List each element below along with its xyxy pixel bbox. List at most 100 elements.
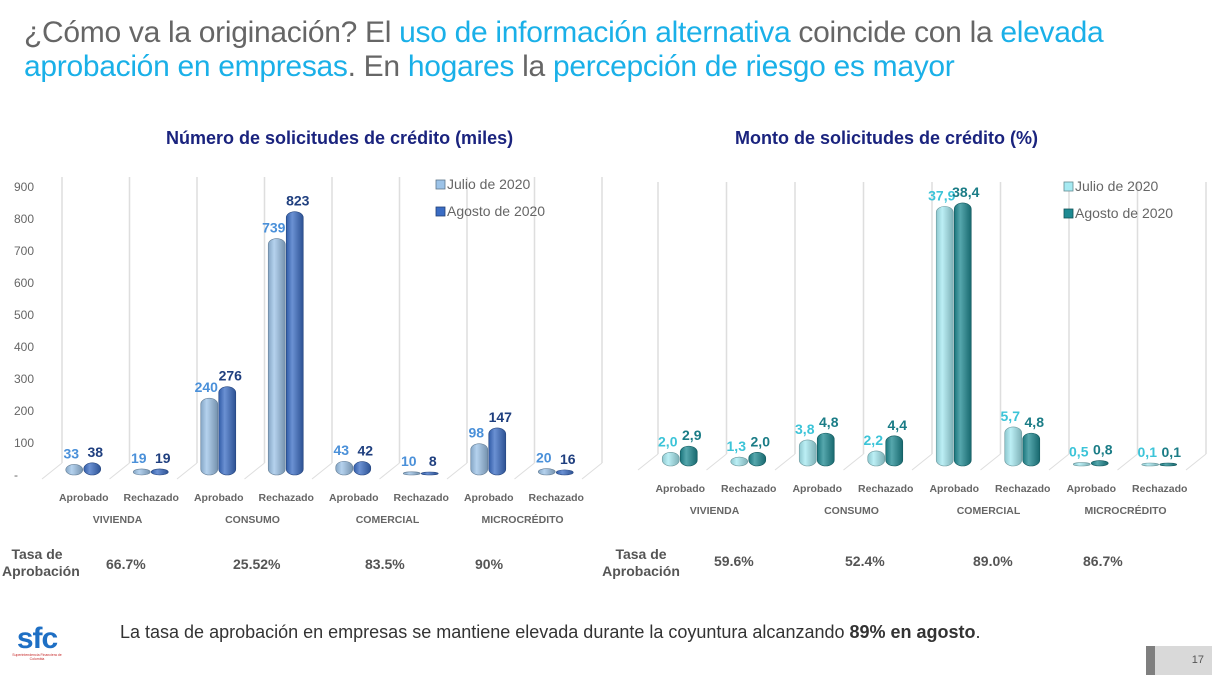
x-category-label: Aprobado (655, 483, 705, 495)
bar-julio (402, 471, 421, 476)
bar-julio (470, 443, 489, 476)
y-tick-label: 400 (14, 340, 34, 354)
y-tick-label: 200 (14, 404, 34, 418)
x-category-label: Aprobado (929, 483, 979, 495)
data-label: 38,4 (952, 184, 979, 200)
data-label: 37,9 (928, 187, 955, 203)
floor-line (980, 453, 1001, 471)
title-seg-0: ¿Cómo va la originación? El (24, 16, 400, 49)
legend-swatch (435, 179, 446, 190)
data-label: 0,8 (1093, 442, 1113, 458)
x-category-label: Aprobado (194, 492, 244, 504)
data-label: 147 (489, 409, 513, 425)
y-tick-label: - (14, 468, 18, 482)
bar-julio (335, 460, 354, 476)
x-category-label: Aprobado (329, 492, 379, 504)
data-label: 19 (155, 450, 171, 466)
floor-line (843, 453, 864, 471)
logo-text: sfc (16, 622, 58, 655)
legend-swatch (1063, 208, 1074, 219)
bar-julio (132, 468, 151, 476)
data-label: 4,4 (888, 417, 908, 433)
bar-julio (537, 468, 556, 476)
slide-title: ¿Cómo va la originación? El uso de infor… (24, 16, 1204, 84)
approval-rate-consumo: 25.52% (233, 556, 281, 572)
y-tick-label: 300 (14, 372, 34, 386)
y-tick-label: 600 (14, 276, 34, 290)
bar-agosto (1090, 460, 1109, 467)
bar-julio (935, 206, 954, 467)
data-label: 276 (219, 368, 243, 384)
x-group-label: CONSUMO (824, 505, 879, 517)
bar-agosto (1022, 432, 1041, 467)
data-label: 823 (286, 193, 310, 209)
data-label: 240 (195, 379, 219, 395)
bar-agosto (488, 427, 507, 476)
bar-julio (200, 397, 219, 476)
data-label: 42 (357, 443, 373, 459)
footer-text-bold: 89% en agosto (849, 622, 976, 642)
data-label: 739 (262, 220, 286, 236)
x-group-label: COMERCIAL (957, 505, 1021, 517)
x-group-label: VIVIENDA (93, 514, 143, 526)
x-category-label: Rechazado (259, 492, 314, 504)
bar-julio (730, 456, 749, 467)
title-seg-4: . En (347, 50, 408, 83)
x-group-label: MICROCRÉDITO (1084, 504, 1166, 517)
floor-line (311, 462, 333, 480)
footer-text-before: La tasa de aprobación en empresas se man… (120, 622, 850, 642)
approval-rate-vivienda: 66.7% (106, 556, 146, 572)
floor-line (244, 462, 265, 480)
bar-agosto (150, 468, 169, 476)
y-tick-label: 500 (14, 308, 34, 322)
approval-rate-monto-comercial: 89.0% (973, 553, 1013, 569)
data-label: 2,2 (864, 432, 884, 448)
bar-julio (267, 238, 286, 476)
floor-line (1117, 453, 1138, 471)
x-category-label: Aprobado (59, 492, 109, 504)
x-category-label: Aprobado (1066, 483, 1116, 495)
y-tick-label: 800 (14, 212, 34, 226)
x-category-label: Rechazado (995, 483, 1050, 495)
legend-label: Agosto de 2020 (1075, 205, 1173, 221)
data-label: 20 (536, 450, 552, 466)
bar-agosto (748, 451, 767, 467)
floor-line (1048, 453, 1070, 471)
x-category-label: Aprobado (464, 492, 514, 504)
bar-agosto (1159, 462, 1178, 467)
bar-agosto (885, 435, 904, 467)
approval-rate-monto-vivienda: 59.6% (714, 553, 754, 569)
approval-rate-label-line2: Aprobación (602, 563, 680, 579)
data-label: 4,8 (819, 414, 839, 430)
data-label: 43 (333, 442, 349, 458)
logo-subtitle: Superintendencia Financiera de Colombia (12, 653, 62, 661)
title-seg-7: percepción de riesgo es mayor (552, 50, 955, 83)
data-label: 4,8 (1025, 414, 1045, 430)
legend-label: Julio de 2020 (447, 176, 531, 192)
data-label: 0,5 (1069, 444, 1089, 460)
legend-swatch (435, 206, 446, 217)
bar-julio (867, 450, 886, 467)
data-label: 8 (429, 453, 437, 469)
y-tick-label: 100 (14, 436, 34, 450)
x-category-label: Rechazado (394, 492, 449, 504)
title-seg-1: uso de información alternativa (399, 16, 791, 49)
floor-line (514, 462, 535, 480)
chart-solicitudes-numero: - 100 200 300 400 500 600 700 800 900 33 38 Aprobado… (14, 176, 603, 526)
x-category-label: Rechazado (124, 492, 179, 504)
data-label: 19 (131, 450, 147, 466)
x-category-label: Rechazado (529, 492, 584, 504)
x-category-label: Aprobado (792, 483, 842, 495)
bar-agosto (353, 461, 372, 476)
bar-julio (798, 439, 817, 467)
data-label: 33 (63, 445, 79, 461)
bar-julio (1072, 462, 1091, 467)
x-group-label: CONSUMO (225, 514, 280, 526)
floor-line (1185, 453, 1207, 471)
bar-julio (1141, 462, 1160, 467)
x-group-label: COMERCIAL (356, 514, 420, 526)
data-label: 98 (468, 425, 484, 441)
y-tick-label: 700 (14, 244, 34, 258)
approval-rate-monto-consumo: 52.4% (845, 553, 885, 569)
